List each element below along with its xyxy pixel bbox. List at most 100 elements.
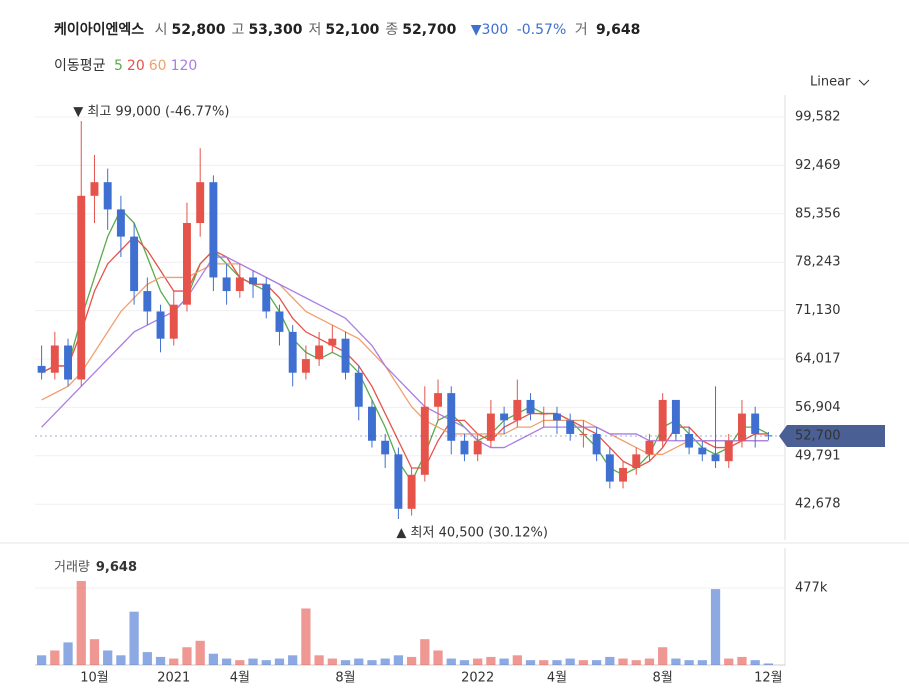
candle-body xyxy=(619,467,627,482)
legend-entry: 60 xyxy=(148,58,167,74)
volume-bar xyxy=(499,658,509,665)
volume-bar xyxy=(235,660,245,665)
x-tick-label: 2021 xyxy=(157,671,190,686)
volume-bar xyxy=(552,660,562,665)
volume-bar xyxy=(367,660,377,665)
y-tick-label: 71,130 xyxy=(795,303,841,318)
volume-bar xyxy=(724,658,734,665)
volume-bar xyxy=(301,608,311,665)
candle-body xyxy=(262,284,271,312)
last-price-tag xyxy=(779,424,885,447)
candle-body xyxy=(222,277,231,292)
candle-body xyxy=(553,413,561,421)
volume-bar xyxy=(221,658,232,665)
candle-body xyxy=(645,440,654,455)
ma-label: 이동평균 xyxy=(54,58,106,74)
volume-bar xyxy=(605,656,615,665)
volume-bar xyxy=(182,647,192,665)
quote-value: 53,300 xyxy=(248,22,303,38)
y-tick-label: 85,356 xyxy=(795,206,841,221)
volume-bar xyxy=(684,660,694,665)
volume-bar xyxy=(327,658,337,665)
volume-bar xyxy=(89,639,100,665)
volume-bar xyxy=(420,639,430,665)
scale-label: Linear xyxy=(810,75,851,90)
candle-body xyxy=(724,440,733,462)
quote-label: 종 xyxy=(385,22,399,38)
candle-body xyxy=(579,433,588,435)
quote-value: 52,100 xyxy=(325,22,380,38)
candle-body xyxy=(368,406,376,441)
volume-bar xyxy=(697,660,707,665)
volume-bar xyxy=(354,658,364,665)
candle-body xyxy=(37,365,46,373)
candle-body xyxy=(751,413,760,434)
y-tick-label: 56,904 xyxy=(795,400,841,415)
stock-name: 케이아이엔엑스 xyxy=(54,22,145,38)
quote-value: 52,700 xyxy=(402,22,457,38)
x-tick-label: 4월 xyxy=(547,671,567,686)
volume-bar xyxy=(36,655,47,665)
volume-bar xyxy=(591,660,602,665)
candle-body xyxy=(328,338,337,346)
volume-bar xyxy=(710,589,721,665)
x-tick-label: 10월 xyxy=(80,671,109,686)
volume-bar xyxy=(50,650,60,665)
candle-body xyxy=(354,372,363,407)
volume-bar xyxy=(274,658,285,665)
volume-bar xyxy=(512,655,522,665)
volume-bar xyxy=(314,655,324,665)
volume-bar xyxy=(446,658,456,665)
candle-body xyxy=(500,413,509,421)
candle-body xyxy=(169,304,178,339)
candle-body xyxy=(486,413,495,441)
volume-bar xyxy=(578,660,589,665)
candle-body xyxy=(473,440,482,455)
volume-bar xyxy=(644,658,655,665)
candle-body xyxy=(513,399,522,421)
volume-bar xyxy=(248,658,258,665)
volume-bar xyxy=(208,653,219,665)
candle-body xyxy=(275,311,284,332)
candle-body xyxy=(315,345,324,360)
y-tick-label: 49,791 xyxy=(795,448,841,463)
candle-body xyxy=(407,474,416,509)
x-tick-label: 12월 xyxy=(754,671,783,686)
candle-body xyxy=(447,393,456,441)
volume-title: 거래량 9,648 xyxy=(54,560,137,575)
volume-bar xyxy=(116,655,126,665)
volume-bar xyxy=(539,660,549,665)
y-tick-label: 42,678 xyxy=(795,497,841,512)
candle-body xyxy=(235,277,244,292)
volume-bar xyxy=(103,650,113,665)
candle-body xyxy=(50,345,59,373)
candle-body xyxy=(698,447,707,455)
volume-bar xyxy=(380,658,390,665)
candle-body xyxy=(249,277,257,285)
volume-bar xyxy=(433,650,443,665)
x-tick-label: 4월 xyxy=(230,671,250,686)
volume-bar xyxy=(340,660,351,665)
candle-body xyxy=(434,393,442,407)
legend-entry: 20 xyxy=(126,58,145,74)
candle-body xyxy=(711,454,720,462)
candle-body xyxy=(539,413,548,415)
scale-chevron xyxy=(858,79,870,86)
volume-bar xyxy=(750,660,760,665)
candle-body xyxy=(394,454,403,509)
quote-label: 시 xyxy=(154,22,168,38)
candle-body xyxy=(130,236,139,292)
volume-value: 9,648 xyxy=(596,22,641,38)
volume-bar xyxy=(565,658,575,665)
x-tick-label: 8월 xyxy=(335,671,355,686)
volume-bar xyxy=(459,660,470,665)
volume-bar xyxy=(169,658,179,665)
candle-body xyxy=(116,209,125,237)
candle-body xyxy=(738,413,746,441)
volume-bar xyxy=(261,660,271,665)
change: ▼300 xyxy=(470,22,509,38)
volume-bar xyxy=(406,656,417,665)
candle-body xyxy=(209,182,218,278)
candle-body xyxy=(143,291,152,312)
